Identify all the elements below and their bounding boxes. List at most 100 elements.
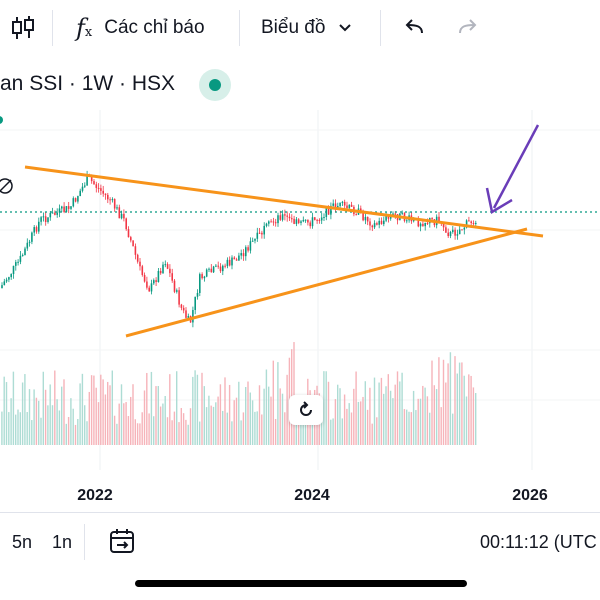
volume-bar — [148, 413, 150, 445]
candle-body — [385, 216, 387, 221]
reset-chart-button[interactable] — [289, 395, 323, 425]
candle-body — [311, 217, 314, 227]
volume-bar — [109, 385, 111, 445]
volume-bar — [378, 382, 380, 445]
volume-bar — [265, 369, 268, 445]
volume-bar — [205, 407, 208, 445]
candle-body — [371, 225, 374, 228]
volume-bar — [222, 410, 224, 445]
candlestick-icon[interactable] — [10, 10, 36, 46]
volume-bar — [88, 391, 90, 445]
candle-body — [111, 199, 114, 201]
volume-bar — [120, 384, 123, 445]
volume-bar — [463, 375, 465, 445]
volume-bar — [302, 421, 304, 445]
candle-body — [426, 222, 429, 224]
bottom-divider — [0, 512, 600, 513]
volume-bar — [141, 412, 143, 445]
volume-bar — [26, 412, 28, 445]
volume-bar — [169, 374, 171, 445]
volume-bar — [440, 407, 442, 445]
candle-body — [215, 265, 217, 267]
candle-body — [316, 219, 318, 221]
volume-bar — [357, 401, 360, 445]
date-range-button[interactable] — [108, 528, 138, 561]
volume-bar — [472, 387, 475, 445]
candle-body — [107, 194, 109, 200]
range-5n-button[interactable]: 5n — [12, 532, 33, 552]
candle-body — [463, 227, 466, 230]
volume-bar — [19, 412, 21, 445]
support-trendline — [125, 227, 528, 338]
hide-drawings-icon — [0, 178, 13, 194]
volume-bar — [150, 371, 153, 445]
candle-body — [231, 257, 233, 266]
volume-bar — [130, 396, 132, 445]
candle-body — [258, 232, 261, 234]
volume-bar — [125, 402, 127, 445]
candle-body — [38, 221, 40, 232]
candle-body — [31, 232, 33, 242]
candle-body — [424, 222, 426, 227]
candle-body — [143, 274, 146, 282]
undo-button[interactable] — [402, 10, 426, 46]
candle-body — [343, 201, 346, 206]
volume-bar — [468, 374, 470, 445]
candle-body — [468, 220, 470, 222]
volume-bar — [242, 412, 245, 445]
bottom-toolbar: 5n 1n 00:11:12 (UTC — [0, 518, 600, 568]
volume-bar — [113, 415, 116, 445]
candle-body — [65, 206, 68, 212]
candle-body — [176, 290, 178, 292]
volume-bar — [373, 377, 376, 445]
candle-body — [475, 222, 477, 224]
volume-bar — [231, 421, 233, 445]
market-status-indicator[interactable] — [199, 69, 231, 101]
candle-body — [346, 205, 348, 209]
candle-body — [93, 181, 95, 185]
clock-timezone[interactable]: 00:11:12 (UTC — [480, 532, 597, 552]
candle-body — [199, 274, 201, 293]
chart-type-dropdown[interactable]: Biểu đồ — [261, 10, 353, 46]
candle-body — [254, 238, 256, 241]
volume-bar — [415, 410, 417, 445]
candle-body — [256, 232, 259, 239]
volume-bar — [429, 412, 431, 445]
redo-button[interactable] — [456, 10, 480, 46]
volume-bar — [325, 371, 327, 445]
candle-body — [274, 222, 277, 224]
candle-body — [118, 207, 121, 219]
volume-bar — [63, 379, 65, 445]
candle-body — [134, 246, 137, 255]
candle-body — [79, 190, 81, 197]
candle-body — [417, 218, 420, 227]
price-chart[interactable]: 2022 2024 2026 — [0, 110, 600, 500]
candle-body — [355, 214, 357, 216]
candle-body — [245, 247, 247, 257]
candle-body — [309, 222, 311, 227]
volume-bar — [51, 405, 54, 445]
candle-body — [219, 266, 222, 272]
indicators-button[interactable]: fx Các chỉ báo — [76, 10, 205, 46]
volume-bar — [334, 399, 337, 445]
candle-body — [454, 229, 456, 236]
candle-body — [21, 255, 24, 257]
candle-body — [247, 247, 249, 251]
volume-bar — [79, 383, 81, 445]
volume-bar — [249, 392, 251, 445]
x-tick-label: 2024 — [294, 487, 330, 500]
volume-bar — [461, 362, 463, 445]
volume-bar — [123, 403, 125, 445]
candle-body — [297, 219, 300, 223]
volume-bar — [360, 401, 362, 445]
volume-bar — [72, 408, 74, 445]
volume-bar — [187, 424, 189, 445]
candle-body — [456, 234, 459, 236]
range-1n-button[interactable]: 1n — [52, 532, 73, 552]
volume-bar — [28, 389, 31, 445]
volume-bar — [385, 386, 387, 445]
volume-bar — [208, 395, 210, 445]
volume-bar — [67, 416, 70, 445]
volume-bar — [180, 408, 182, 445]
volume-bar — [470, 375, 472, 445]
